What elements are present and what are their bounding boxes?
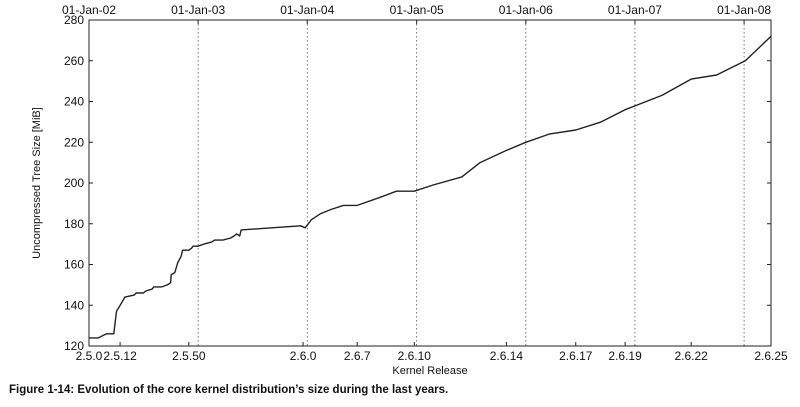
y-axis-title: Uncompressed Tree Size [MiB] [31, 107, 43, 259]
y-tick-label-280: 280 [64, 13, 84, 27]
top-tick-label-01-Jan-07: 01-Jan-07 [608, 3, 662, 17]
top-tick-label-01-Jan-05: 01-Jan-05 [390, 3, 444, 17]
top-tick-label-01-Jan-08: 01-Jan-08 [717, 3, 771, 17]
bottom-tick-label-2.6.0: 2.6.0 [290, 349, 317, 363]
bottom-tick-label-2.6.14: 2.6.14 [490, 349, 524, 363]
y-tick-label-180: 180 [64, 217, 84, 231]
bottom-tick-label-2.6.25: 2.6.25 [754, 349, 788, 363]
bottom-tick-label-2.6.19: 2.6.19 [608, 349, 642, 363]
y-tick-label-160: 160 [64, 258, 84, 272]
top-tick-label-01-Jan-04: 01-Jan-04 [280, 3, 334, 17]
y-tick-label-240: 240 [64, 95, 84, 109]
top-tick-label-01-Jan-03: 01-Jan-03 [171, 3, 225, 17]
y-tick-label-260: 260 [64, 54, 84, 68]
top-tick-label-01-Jan-06: 01-Jan-06 [499, 3, 553, 17]
series-line-tree-size [89, 35, 772, 339]
plot-frame [88, 19, 772, 347]
top-tick-label-01-Jan-02: 01-Jan-02 [62, 3, 116, 17]
figure-caption: Figure 1-14: Evolution of the core kerne… [9, 384, 449, 396]
bottom-tick-label-2.5.50: 2.5.50 [172, 349, 206, 363]
bottom-tick-label-2.5.0: 2.5.0 [76, 349, 103, 363]
bottom-tick-label-2.6.17: 2.6.17 [559, 349, 593, 363]
y-tick-label-220: 220 [64, 135, 84, 149]
bottom-tick-label-2.6.10: 2.6.10 [398, 349, 432, 363]
y-tick-label-140: 140 [64, 298, 84, 312]
bottom-tick-label-2.6.22: 2.6.22 [674, 349, 708, 363]
axis-ticks [88, 19, 772, 347]
bottom-tick-label-2.6.7: 2.6.7 [344, 349, 371, 363]
x-axis-title: Kernel Release [392, 365, 467, 377]
y-tick-label-120: 120 [64, 339, 84, 353]
y-tick-label-200: 200 [64, 176, 84, 190]
tick-labels: 01-Jan-02 01-Jan-03 01-Jan-04 01-Jan-05 01-J… [62, 3, 788, 363]
gridlines [88, 20, 745, 346]
bottom-tick-label-2.5.12: 2.5.12 [103, 349, 137, 363]
